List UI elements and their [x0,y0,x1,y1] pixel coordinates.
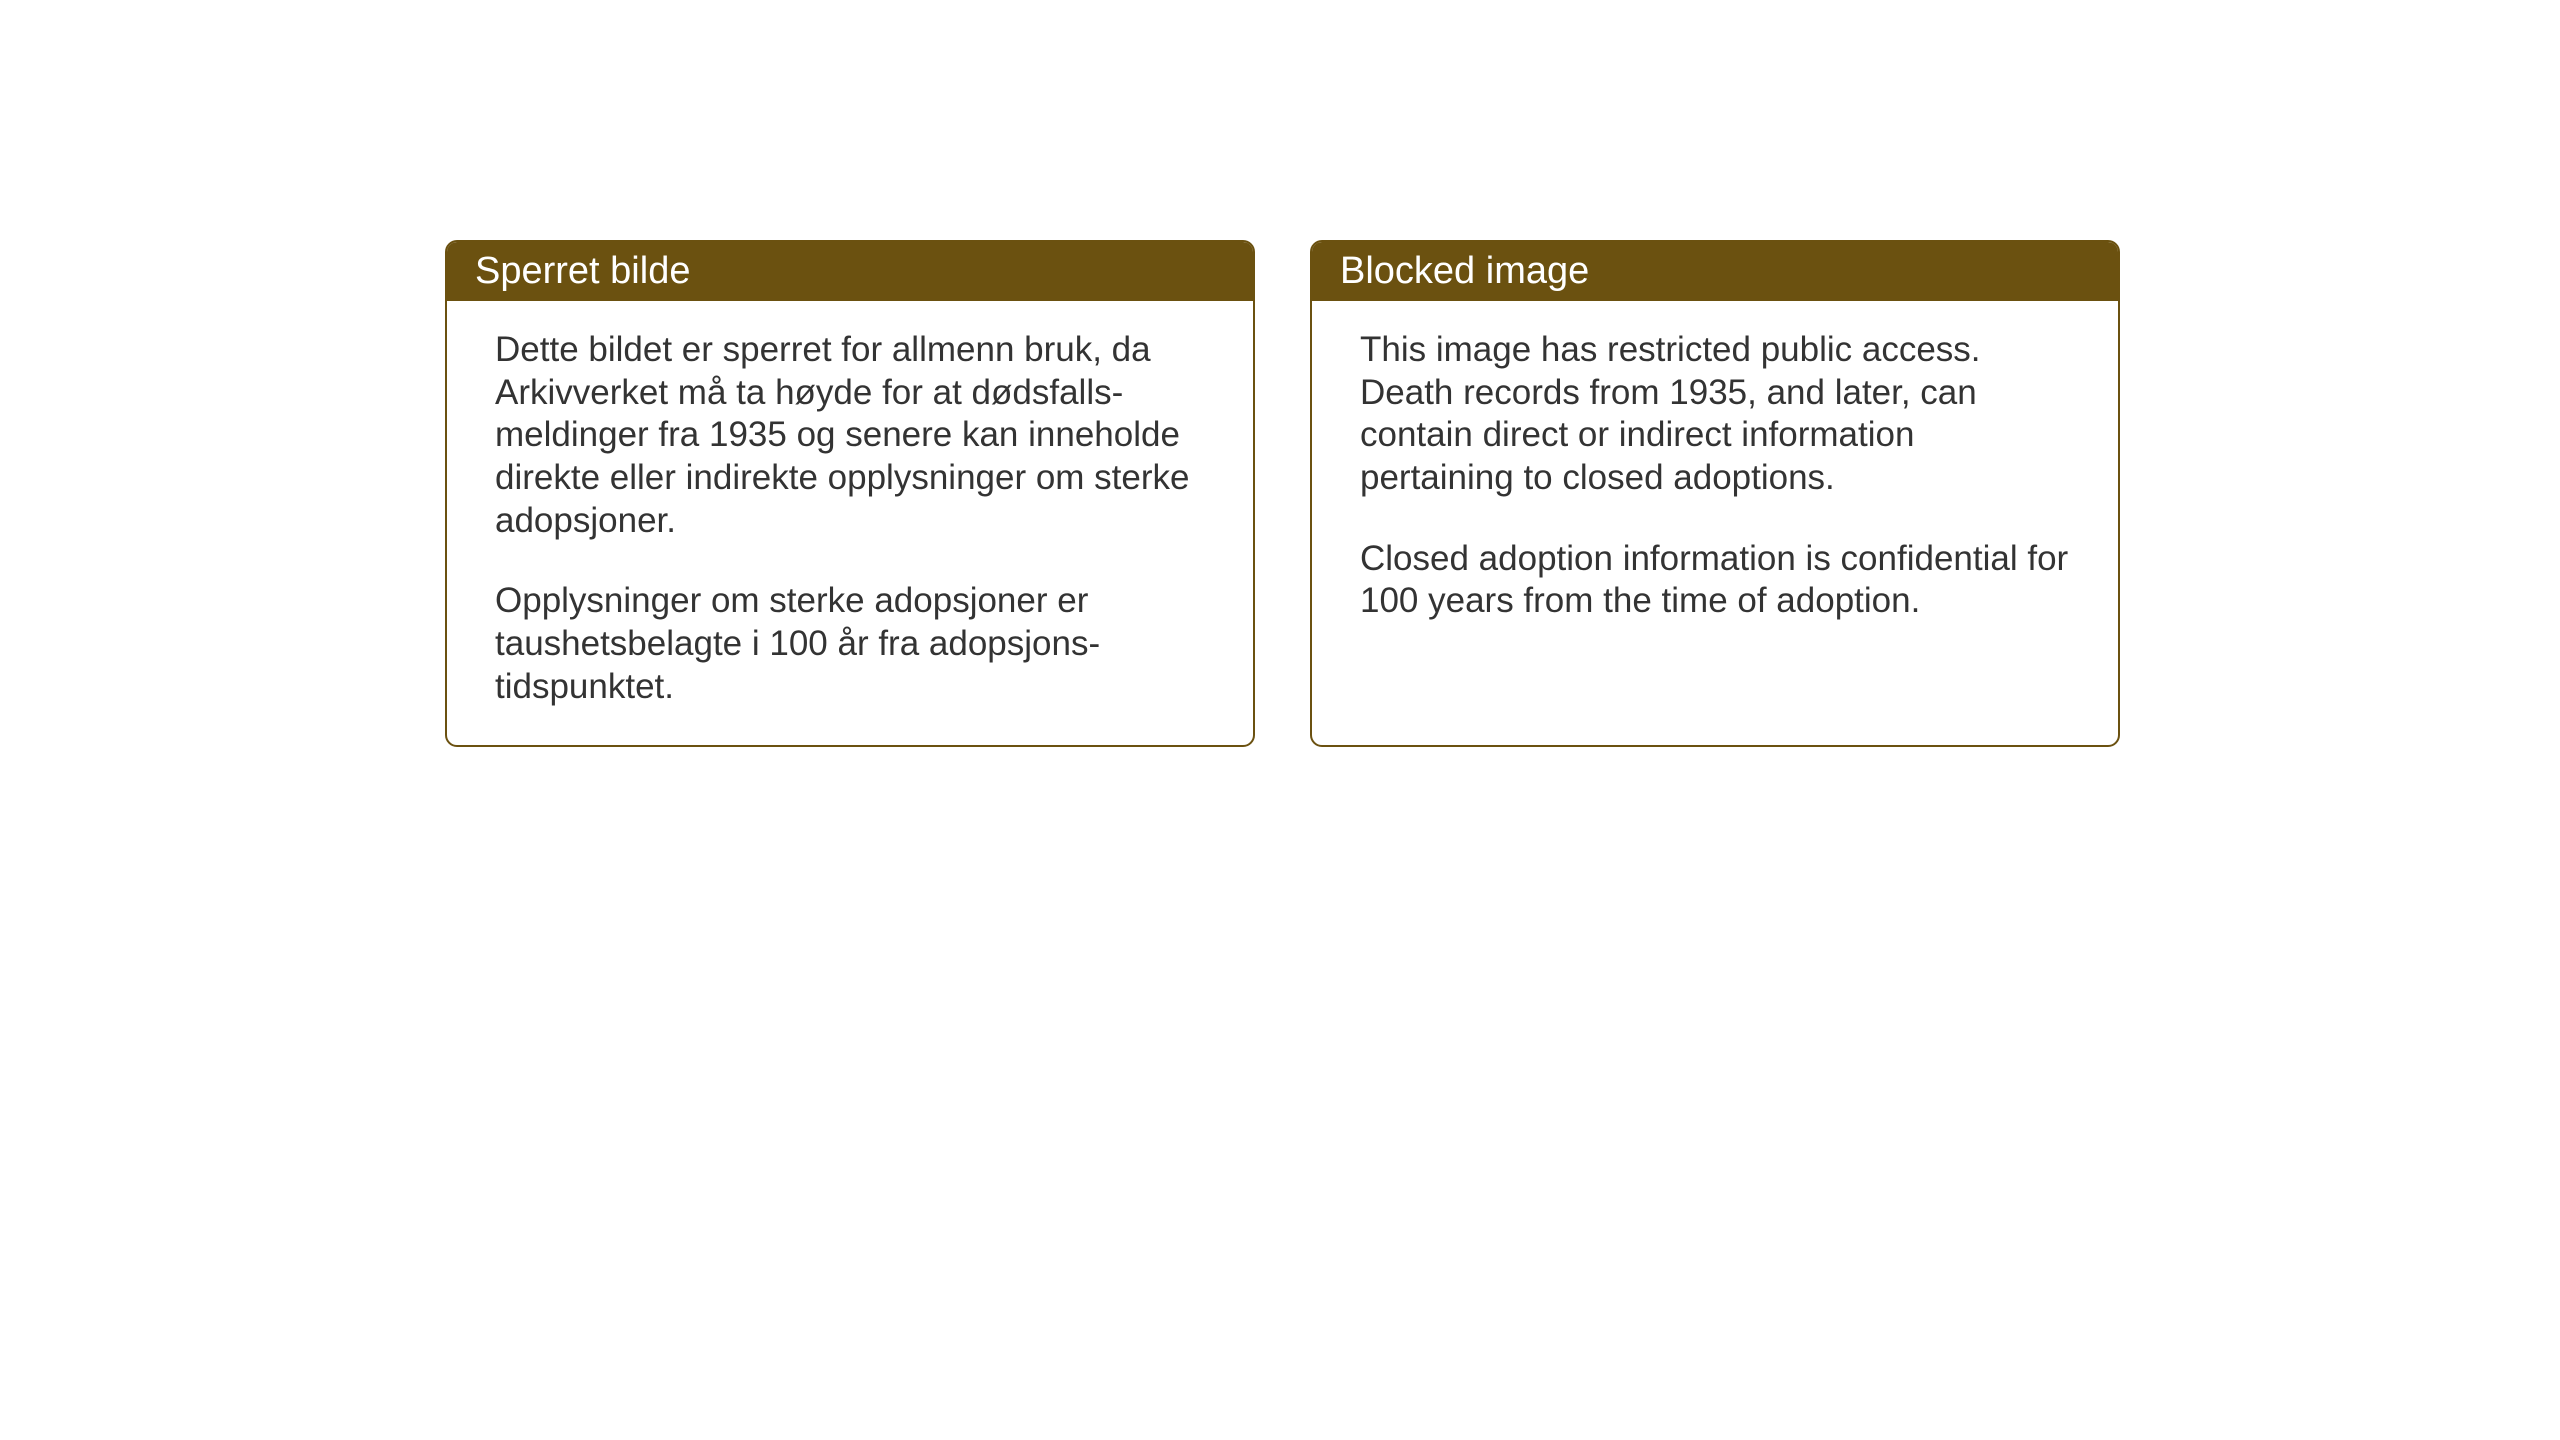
english-notice-body: This image has restricted public access.… [1312,301,2118,731]
norwegian-notice-box: Sperret bilde Dette bildet er sperret fo… [445,240,1255,747]
english-notice-title: Blocked image [1312,242,2118,301]
norwegian-notice-paragraph-1: Dette bildet er sperret for allmenn bruk… [495,329,1205,542]
english-notice-paragraph-1: This image has restricted public access.… [1360,329,2070,500]
norwegian-notice-title: Sperret bilde [447,242,1253,301]
norwegian-notice-body: Dette bildet er sperret for allmenn bruk… [447,301,1253,745]
english-notice-box: Blocked image This image has restricted … [1310,240,2120,747]
english-notice-paragraph-2: Closed adoption information is confident… [1360,538,2070,623]
norwegian-notice-paragraph-2: Opplysninger om sterke adopsjoner er tau… [495,580,1205,708]
notice-container: Sperret bilde Dette bildet er sperret fo… [445,240,2120,747]
